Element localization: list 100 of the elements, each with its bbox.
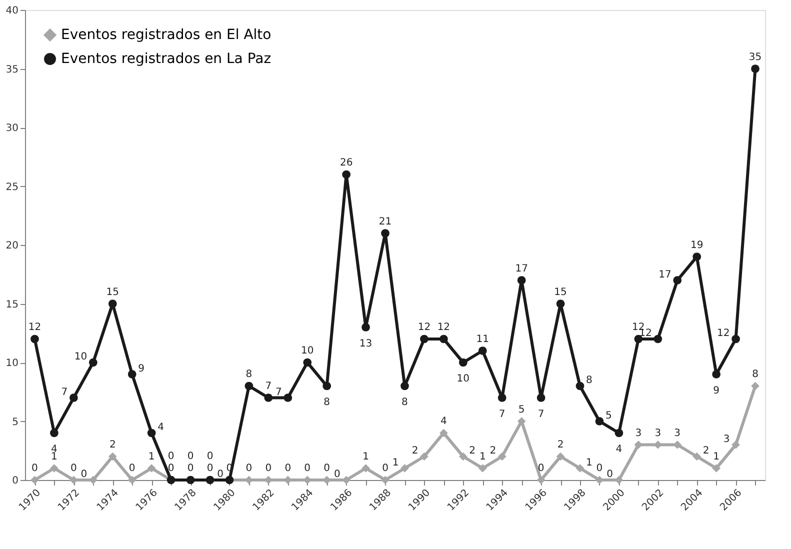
point <box>498 394 506 402</box>
data-label: 17 <box>658 269 672 280</box>
data-label: 0 <box>284 463 292 474</box>
data-label: 0 <box>538 463 544 474</box>
data-label: 1 <box>51 451 58 462</box>
point <box>478 464 487 472</box>
data-label: 7 <box>538 408 544 420</box>
point <box>30 334 39 344</box>
legend-label: Eventos registrados en La Paz <box>61 51 272 67</box>
data-label: 0 <box>265 463 272 474</box>
data-label: 7 <box>498 408 506 420</box>
data-label: 13 <box>359 338 372 350</box>
data-label: 9 <box>138 363 144 374</box>
data-label: 1 <box>586 457 592 468</box>
point <box>50 428 58 438</box>
point <box>712 464 720 472</box>
point <box>381 229 390 238</box>
point <box>420 334 428 344</box>
data-label: 8 <box>752 369 758 380</box>
data-label: 17 <box>515 263 528 274</box>
data-label: 7 <box>61 386 68 398</box>
point <box>712 370 720 378</box>
point <box>108 452 117 461</box>
data-label: 0 <box>128 463 136 474</box>
point <box>458 358 468 367</box>
data-label: 35 <box>748 52 762 63</box>
legend-label: Eventos registrados en El Alto <box>61 27 272 43</box>
point <box>595 417 604 426</box>
data-label: 5 <box>518 404 525 416</box>
data-label: 0 <box>80 469 88 480</box>
data-label: 7 <box>265 380 272 392</box>
point <box>576 382 584 390</box>
data-label: 0 <box>187 451 194 462</box>
data-label: 9 <box>713 385 720 396</box>
data-label: 0 <box>206 463 214 474</box>
data-label: 12 <box>639 328 652 339</box>
y-tick-label: 25 <box>6 182 18 193</box>
data-label: 12 <box>717 328 730 339</box>
y-tick-label: 30 <box>6 123 18 134</box>
y-tick-label: 35 <box>6 64 18 76</box>
data-label: 3 <box>654 428 662 439</box>
point <box>536 476 546 484</box>
point <box>362 464 370 472</box>
point <box>400 464 409 472</box>
point <box>50 464 58 472</box>
data-label: 12 <box>28 322 42 333</box>
data-label: 1 <box>362 451 369 462</box>
data-label: 0 <box>246 463 252 474</box>
point <box>517 276 526 284</box>
data-label: 11 <box>476 334 489 345</box>
point <box>284 394 292 402</box>
point <box>614 428 624 438</box>
point <box>400 382 409 390</box>
data-label: 3 <box>635 428 642 439</box>
data-label: 0 <box>606 469 613 480</box>
data-label: 0 <box>206 451 214 462</box>
data-label: 4 <box>616 444 622 455</box>
point <box>536 394 546 402</box>
point <box>517 417 526 426</box>
data-label: 2 <box>490 446 496 456</box>
data-label: 0 <box>168 463 174 474</box>
data-label: 19 <box>690 240 704 251</box>
y-tick-label: 5 <box>12 416 18 428</box>
data-label: 5 <box>605 410 612 422</box>
data-label: 8 <box>586 375 592 386</box>
y-tick-label: 40 <box>6 6 18 16</box>
data-label: 0 <box>70 463 77 474</box>
y-tick-label: 15 <box>6 299 18 310</box>
data-label: 8 <box>402 397 408 408</box>
point <box>342 170 350 179</box>
data-label: 26 <box>340 158 353 168</box>
point <box>440 334 448 344</box>
point <box>128 476 136 484</box>
data-label: 2 <box>557 440 564 450</box>
point <box>381 476 390 484</box>
data-label: 10 <box>74 352 88 362</box>
data-label: 7 <box>276 386 282 398</box>
point <box>303 358 312 367</box>
data-label: 15 <box>106 286 119 298</box>
data-label: 3 <box>674 428 681 439</box>
point <box>322 382 332 390</box>
data-label: 4 <box>158 422 164 433</box>
point <box>692 252 702 261</box>
point <box>751 382 760 390</box>
point <box>30 476 39 484</box>
point <box>108 300 117 308</box>
point <box>264 394 273 402</box>
point <box>692 452 702 461</box>
point <box>498 452 506 461</box>
point <box>147 464 156 472</box>
y-tick-label: 20 <box>6 240 18 252</box>
data-label: 0 <box>324 463 330 474</box>
point <box>732 334 740 344</box>
point <box>458 452 468 461</box>
point <box>654 334 662 344</box>
data-label: 2 <box>412 446 418 456</box>
data-label: 2 <box>469 446 476 456</box>
data-label: 21 <box>378 216 392 228</box>
point <box>362 323 370 332</box>
data-label: 0 <box>217 469 224 480</box>
